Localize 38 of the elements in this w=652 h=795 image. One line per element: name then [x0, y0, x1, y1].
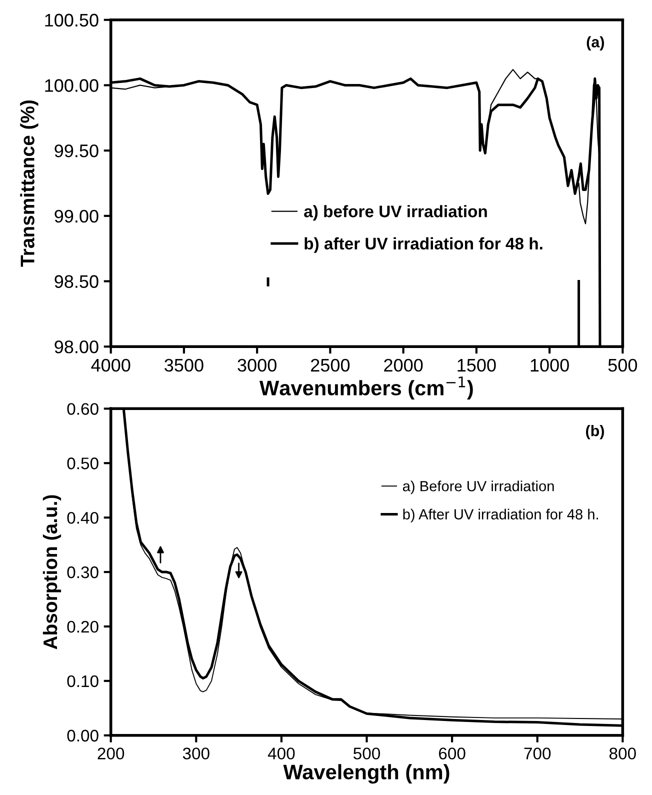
x-axis-title: Wavenumbers (cm$^{−1}$) — [259, 376, 473, 400]
y-tick-label: 98.00 — [54, 340, 98, 354]
x-tick-label: 3000 — [238, 358, 276, 372]
y-tick-label: 0.20 — [67, 620, 98, 633]
x-tick-label: 500 — [354, 748, 380, 760]
y-tick-label: 0.50 — [67, 458, 98, 470]
x-tick-label: 1500 — [458, 358, 496, 372]
annotation: (a) — [586, 36, 604, 50]
y-tick-label: 99.50 — [54, 144, 98, 158]
y-tick-label: 0.60 — [67, 403, 98, 415]
x-tick-label: 600 — [438, 748, 466, 760]
y-axis-title: Transmittance (%) — [20, 100, 38, 267]
legend-label: a) Before UV irradiation — [402, 480, 554, 494]
annotation: (b) — [586, 425, 604, 440]
x-tick-label: 2500 — [311, 358, 350, 372]
y-tick-label: 99.00 — [54, 210, 98, 223]
x-tick-label: 500 — [608, 358, 638, 372]
y-tick-label: 0.10 — [67, 675, 98, 688]
y-tick-label: 100.50 — [45, 14, 98, 27]
y-tick-label: 98.50 — [54, 275, 98, 288]
x-tick-label: 200 — [98, 748, 124, 760]
y-axis-title: Absorption (a.u.) — [42, 495, 62, 650]
x-axis-title: Wavelength (nm) — [283, 764, 450, 784]
legend-label: a) before UV irradiation — [304, 205, 487, 221]
y-tick-label: 0.00 — [67, 730, 98, 742]
x-tick-label: 4000 — [91, 358, 130, 372]
x-tick-label: 2000 — [384, 358, 423, 372]
y-tick-label: 100.00 — [45, 79, 98, 92]
x-tick-label: 1000 — [530, 358, 569, 372]
legend-label: b) After UV irradiation for 48 h. — [403, 508, 598, 522]
x-tick-label: 400 — [268, 748, 295, 760]
legend-label: b) after UV irradiation for 48 h. — [304, 237, 542, 253]
x-tick-label: 300 — [182, 748, 210, 760]
x-tick-label: 700 — [524, 748, 551, 760]
x-tick-label: 800 — [609, 748, 636, 760]
y-tick-label: 0.40 — [67, 512, 98, 524]
y-tick-label: 0.30 — [67, 566, 98, 578]
x-tick-label: 3500 — [164, 358, 204, 372]
